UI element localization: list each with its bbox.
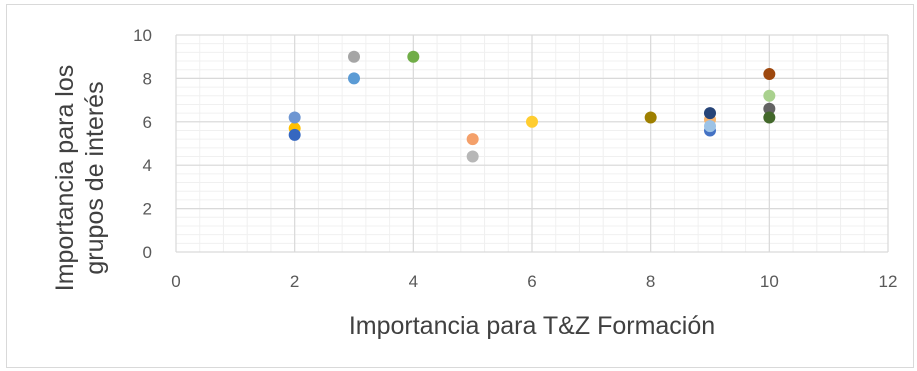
scatter-point (348, 72, 360, 85)
scatter-point (348, 50, 360, 63)
scatter-point (288, 111, 301, 124)
y-tick-labels: 0 2 4 6 8 10 (133, 26, 152, 262)
x-tick-label: 10 (760, 272, 779, 291)
scatter-point (763, 102, 776, 115)
y-axis-title-line-2: grupos de interés (81, 81, 109, 274)
x-axis-title: Importancia para T&Z Formación (349, 312, 715, 340)
gridlines (175, 34, 889, 253)
x-tick-label: 0 (171, 272, 180, 291)
y-tick-label: 4 (143, 156, 152, 175)
scatter-point (763, 68, 776, 81)
x-tick-label: 2 (290, 272, 299, 291)
y-tick-label: 8 (143, 69, 152, 88)
y-tick-label: 10 (133, 26, 152, 45)
x-tick-label: 8 (646, 272, 655, 291)
scatter-point (763, 111, 776, 124)
scatter-point (704, 120, 716, 133)
scatter-point (407, 50, 420, 63)
chart-frame (6, 4, 914, 368)
scatter-point (288, 128, 301, 141)
scatter-point (526, 115, 538, 128)
scatter-point (763, 89, 776, 102)
x-tick-labels: 0 2 4 6 8 10 12 (171, 272, 897, 291)
scatter-point (704, 107, 716, 120)
y-axis-title-line-1: Importancia para los (51, 65, 79, 292)
x-tick-label: 6 (527, 272, 536, 291)
scatter-point (644, 111, 657, 124)
y-tick-label: 0 (143, 243, 152, 262)
x-tick-label: 4 (409, 272, 418, 291)
data-points (288, 50, 776, 163)
scatter-point (466, 150, 479, 163)
y-tick-label: 6 (143, 113, 152, 132)
x-tick-label: 12 (879, 272, 898, 291)
y-axis-title: Importancia para los grupos de interés (51, 65, 109, 292)
y-tick-label: 2 (143, 200, 152, 219)
scatter-point (466, 133, 479, 146)
